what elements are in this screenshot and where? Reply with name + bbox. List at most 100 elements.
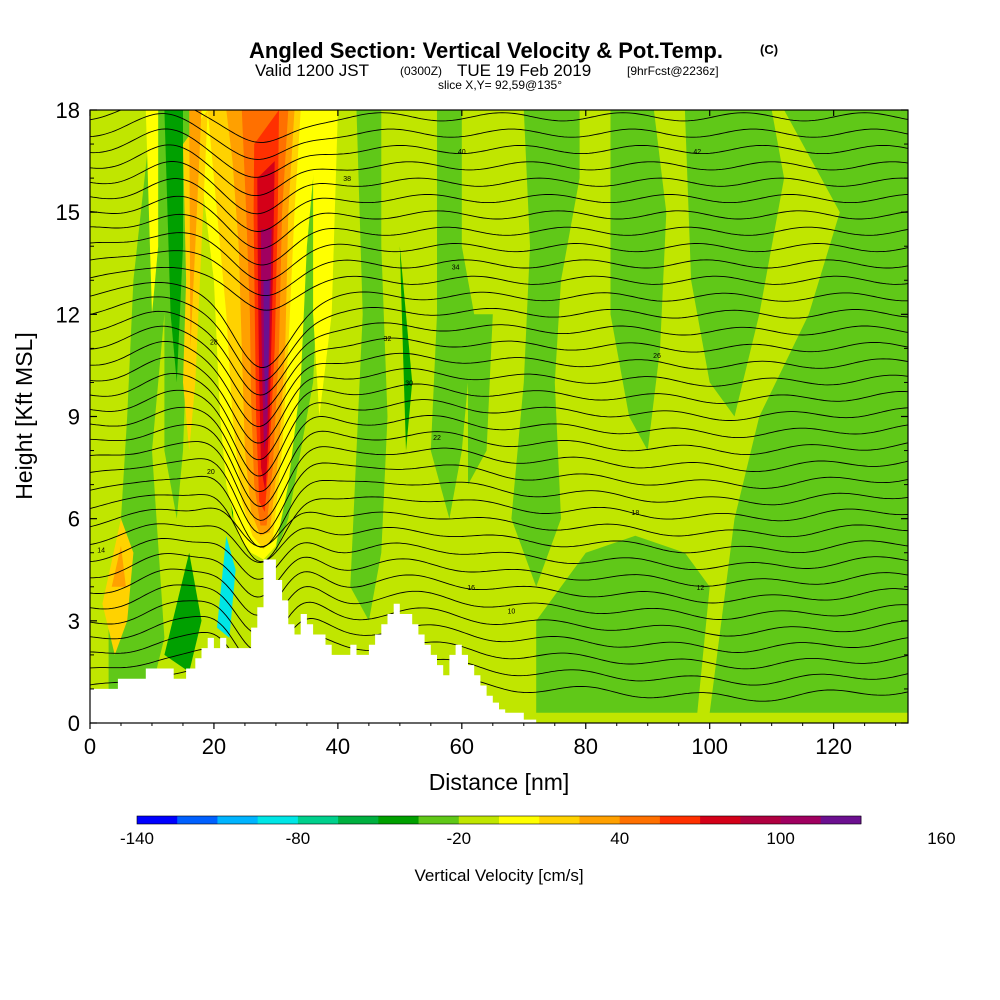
contour-line <box>90 250 908 297</box>
colorbar-swatch <box>499 816 540 824</box>
updraft-core <box>263 280 270 417</box>
axes: 0 20 40 60 80 100 120 0 3 6 9 12 15 18 <box>56 98 908 759</box>
contour-line <box>90 281 908 368</box>
colorbar-tick-label: -140 <box>120 829 154 848</box>
contour-line <box>90 144 908 197</box>
field-band <box>164 110 183 383</box>
contour-line <box>90 553 908 598</box>
updraft-streak <box>111 545 126 587</box>
contour-line <box>90 494 908 563</box>
y-axis-label: Height [Kft MSL] <box>11 332 37 499</box>
contour-line <box>90 178 908 232</box>
x-axis-label: Distance [nm] <box>429 769 570 795</box>
x-tick-label: 0 <box>84 734 96 759</box>
contour-label: 22 <box>433 435 441 442</box>
terrain <box>90 559 537 723</box>
colorbar: -140 -80 -20 40 100 160 <box>120 815 956 848</box>
slice-label: slice X,Y= 92,59@135° <box>438 78 562 92</box>
contour-line <box>90 128 908 178</box>
contour-line <box>90 568 908 616</box>
colorbar-swatch <box>297 816 339 824</box>
updraft-streak <box>145 110 159 315</box>
contour-label: 26 <box>653 353 661 360</box>
contour-line <box>90 296 908 382</box>
y-tick-label: 18 <box>56 98 80 123</box>
contour-label: 16 <box>467 585 475 592</box>
colorbar-tick-label: 160 <box>927 829 955 848</box>
velocity-field <box>102 110 908 713</box>
contour-line <box>90 232 908 282</box>
contour-line <box>90 441 908 521</box>
contour-label: 14 <box>97 547 105 554</box>
x-tick-label: 20 <box>202 734 226 759</box>
pot-temp-contours <box>90 110 908 716</box>
contour-line <box>90 161 908 215</box>
colorbar-swatch <box>177 816 218 824</box>
contour-line <box>90 406 908 493</box>
contour-line <box>90 458 908 535</box>
contour-line <box>90 110 908 143</box>
contour-label: 10 <box>507 609 515 616</box>
contour-label: 32 <box>384 336 392 343</box>
colorbar-swatch <box>619 816 661 824</box>
field-band <box>399 246 413 451</box>
colorbar-swatch <box>700 816 741 824</box>
contour-line <box>90 195 908 250</box>
contour-line <box>90 507 908 548</box>
contour-labels: 14 20 28 38 32 30 22 40 34 16 10 18 26 42 12 <box>97 149 704 616</box>
x-tick-label: 120 <box>815 734 852 759</box>
contour-line <box>90 389 908 477</box>
contour-line <box>90 213 908 266</box>
contour-line <box>90 341 908 427</box>
colorbar-tick-label: -20 <box>447 829 472 848</box>
valid-forecast: [9hrFcst@2236z] <box>627 64 719 78</box>
contour-label: 20 <box>207 469 215 476</box>
downdraft-core <box>217 535 236 638</box>
contour-line <box>90 600 908 652</box>
colorbar-swatch <box>579 816 621 824</box>
x-tick-label: 100 <box>691 734 728 759</box>
field-band <box>164 552 202 672</box>
plot-area: 14 20 28 38 32 30 22 40 34 16 10 18 26 42 12 <box>90 110 908 723</box>
colorbar-swatch <box>338 816 379 824</box>
colorbar-swatch <box>740 816 781 824</box>
colorbar-swatch <box>378 816 419 824</box>
contour-line <box>90 310 908 396</box>
colorbar-swatch <box>217 816 259 824</box>
colorbar-frame <box>136 815 862 825</box>
x-tick-label: 40 <box>326 734 350 759</box>
contour-line <box>90 523 908 563</box>
valid-time-line: Valid 1200 JST (0300Z) TUE 19 Feb 2019 [… <box>255 61 719 80</box>
field-band <box>610 110 667 451</box>
colorbar-swatch <box>659 816 701 824</box>
contour-label: 30 <box>405 380 413 387</box>
colorbar-label: Vertical Velocity [cm/s] <box>414 866 583 885</box>
valid-date: TUE 19 Feb 2019 <box>457 61 591 80</box>
contour-line <box>90 584 908 634</box>
field-band <box>468 314 493 485</box>
updraft-streak <box>189 110 202 349</box>
contour-label: 28 <box>210 340 218 347</box>
x-tick-label: 60 <box>450 734 474 759</box>
colorbar-swatch <box>458 816 500 824</box>
colorbar-swatch <box>418 816 460 824</box>
y-tick-label: 0 <box>68 711 80 736</box>
contour-label: 40 <box>458 149 466 156</box>
contour-line <box>90 423 908 507</box>
contour-line <box>90 356 908 444</box>
y-tick-label: 6 <box>68 507 80 532</box>
y-tick-label: 12 <box>56 302 80 327</box>
field-band <box>511 110 580 587</box>
contour-label: 34 <box>452 265 460 272</box>
contour-label: 18 <box>631 510 639 517</box>
colorbar-swatch <box>137 816 178 824</box>
colorbar-swatch <box>820 816 862 824</box>
x-tick-label: 80 <box>574 734 598 759</box>
contour-line <box>90 538 908 580</box>
colorbar-swatch <box>257 816 299 824</box>
colorbar-tick-label: 40 <box>610 829 629 848</box>
colorbar-swatch <box>539 816 580 824</box>
valid-prefix: Valid 1200 JST <box>255 61 369 80</box>
y-tick-label: 15 <box>56 200 80 225</box>
